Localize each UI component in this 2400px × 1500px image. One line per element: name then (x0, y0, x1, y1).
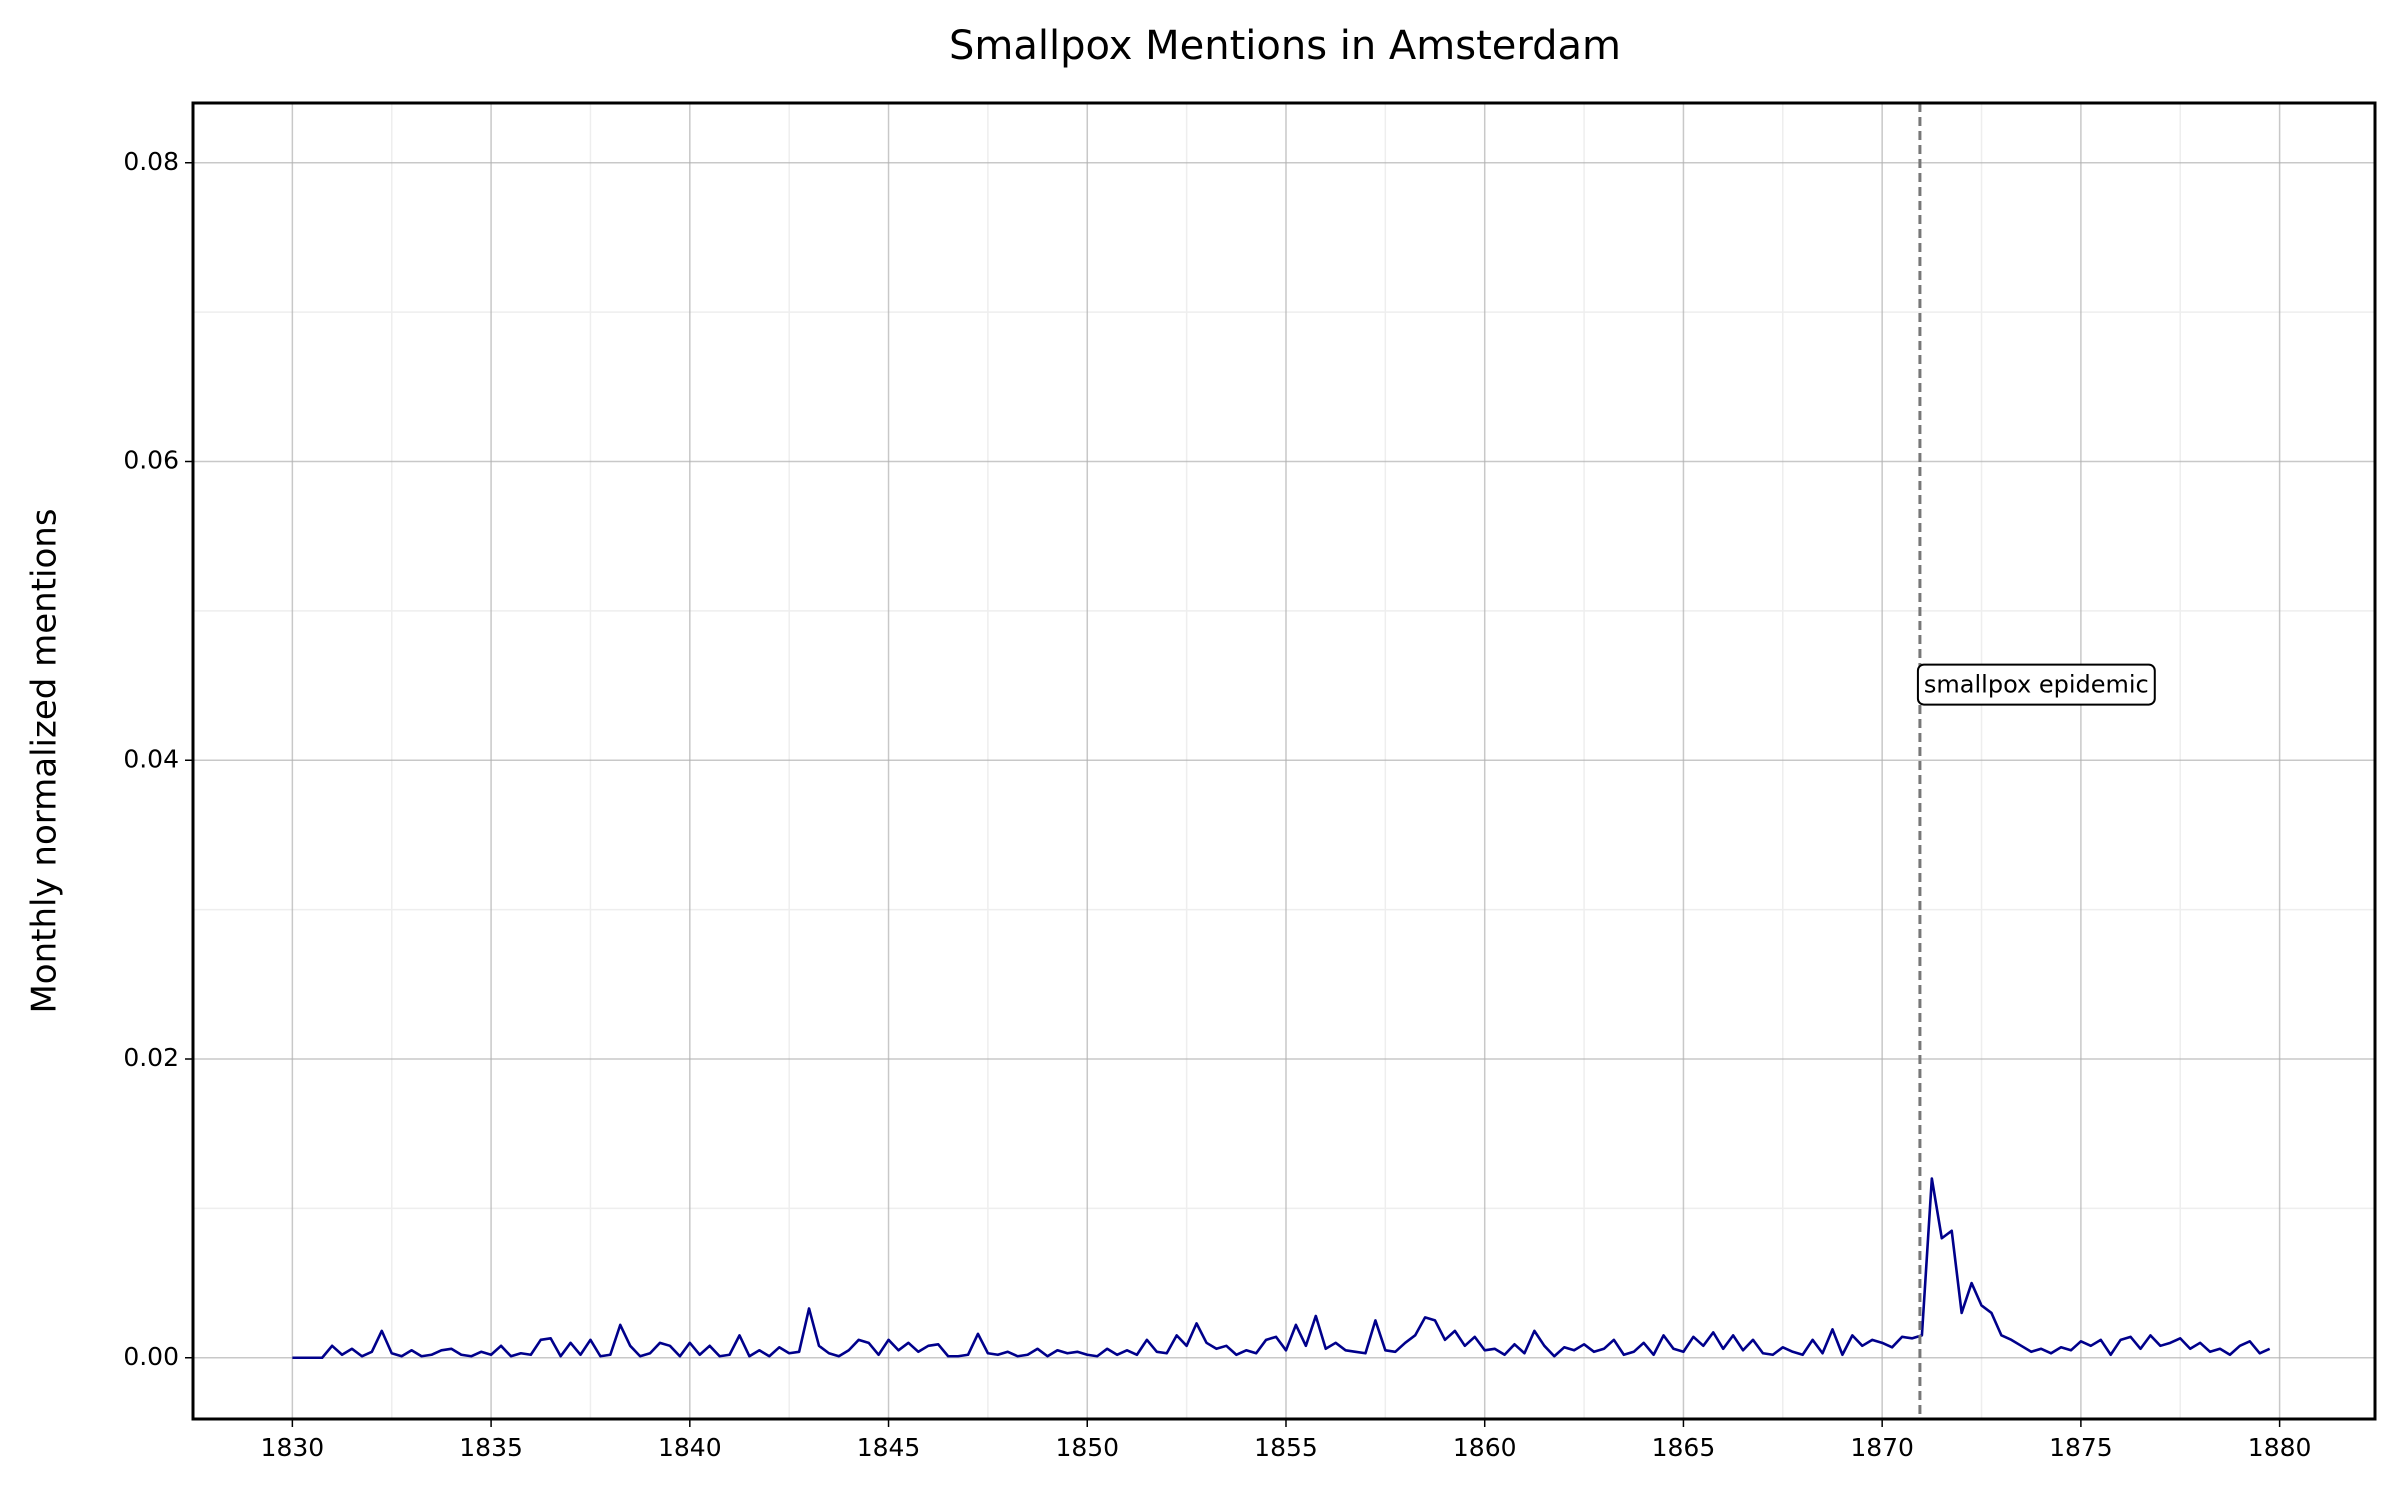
y-tick-label: 0.06 (123, 446, 179, 475)
x-tick-label: 1880 (2248, 1433, 2312, 1462)
y-tick-label: 0.00 (123, 1342, 179, 1371)
y-tick-label: 0.04 (123, 744, 179, 773)
chart-title: Smallpox Mentions in Amsterdam (949, 23, 1621, 69)
x-tick-label: 1835 (459, 1433, 523, 1462)
line-series (292, 1177, 2271, 1360)
x-tick-label: 1860 (1453, 1433, 1517, 1462)
y-tick-label: 0.02 (123, 1043, 179, 1072)
y-axis-label: Monthly normalized mentions (25, 508, 65, 1013)
x-tick-label: 1870 (1850, 1433, 1914, 1462)
y-tick-label: 0.08 (123, 147, 179, 176)
x-tick-label: 1865 (1652, 1433, 1716, 1462)
plot-frame (191, 101, 2377, 1421)
annotation-text: smallpox epidemic (1924, 671, 2149, 699)
annotation-box (1916, 663, 2156, 706)
x-tick-label: 1840 (658, 1433, 722, 1462)
x-tick-label: 1830 (261, 1433, 325, 1462)
x-tick-label: 1875 (2049, 1433, 2113, 1462)
annotation: smallpox epidemic (1916, 663, 2156, 706)
x-tick-label: 1850 (1055, 1433, 1119, 1462)
x-tick-label: 1855 (1254, 1433, 1318, 1462)
x-tick-label: 1845 (857, 1433, 921, 1462)
